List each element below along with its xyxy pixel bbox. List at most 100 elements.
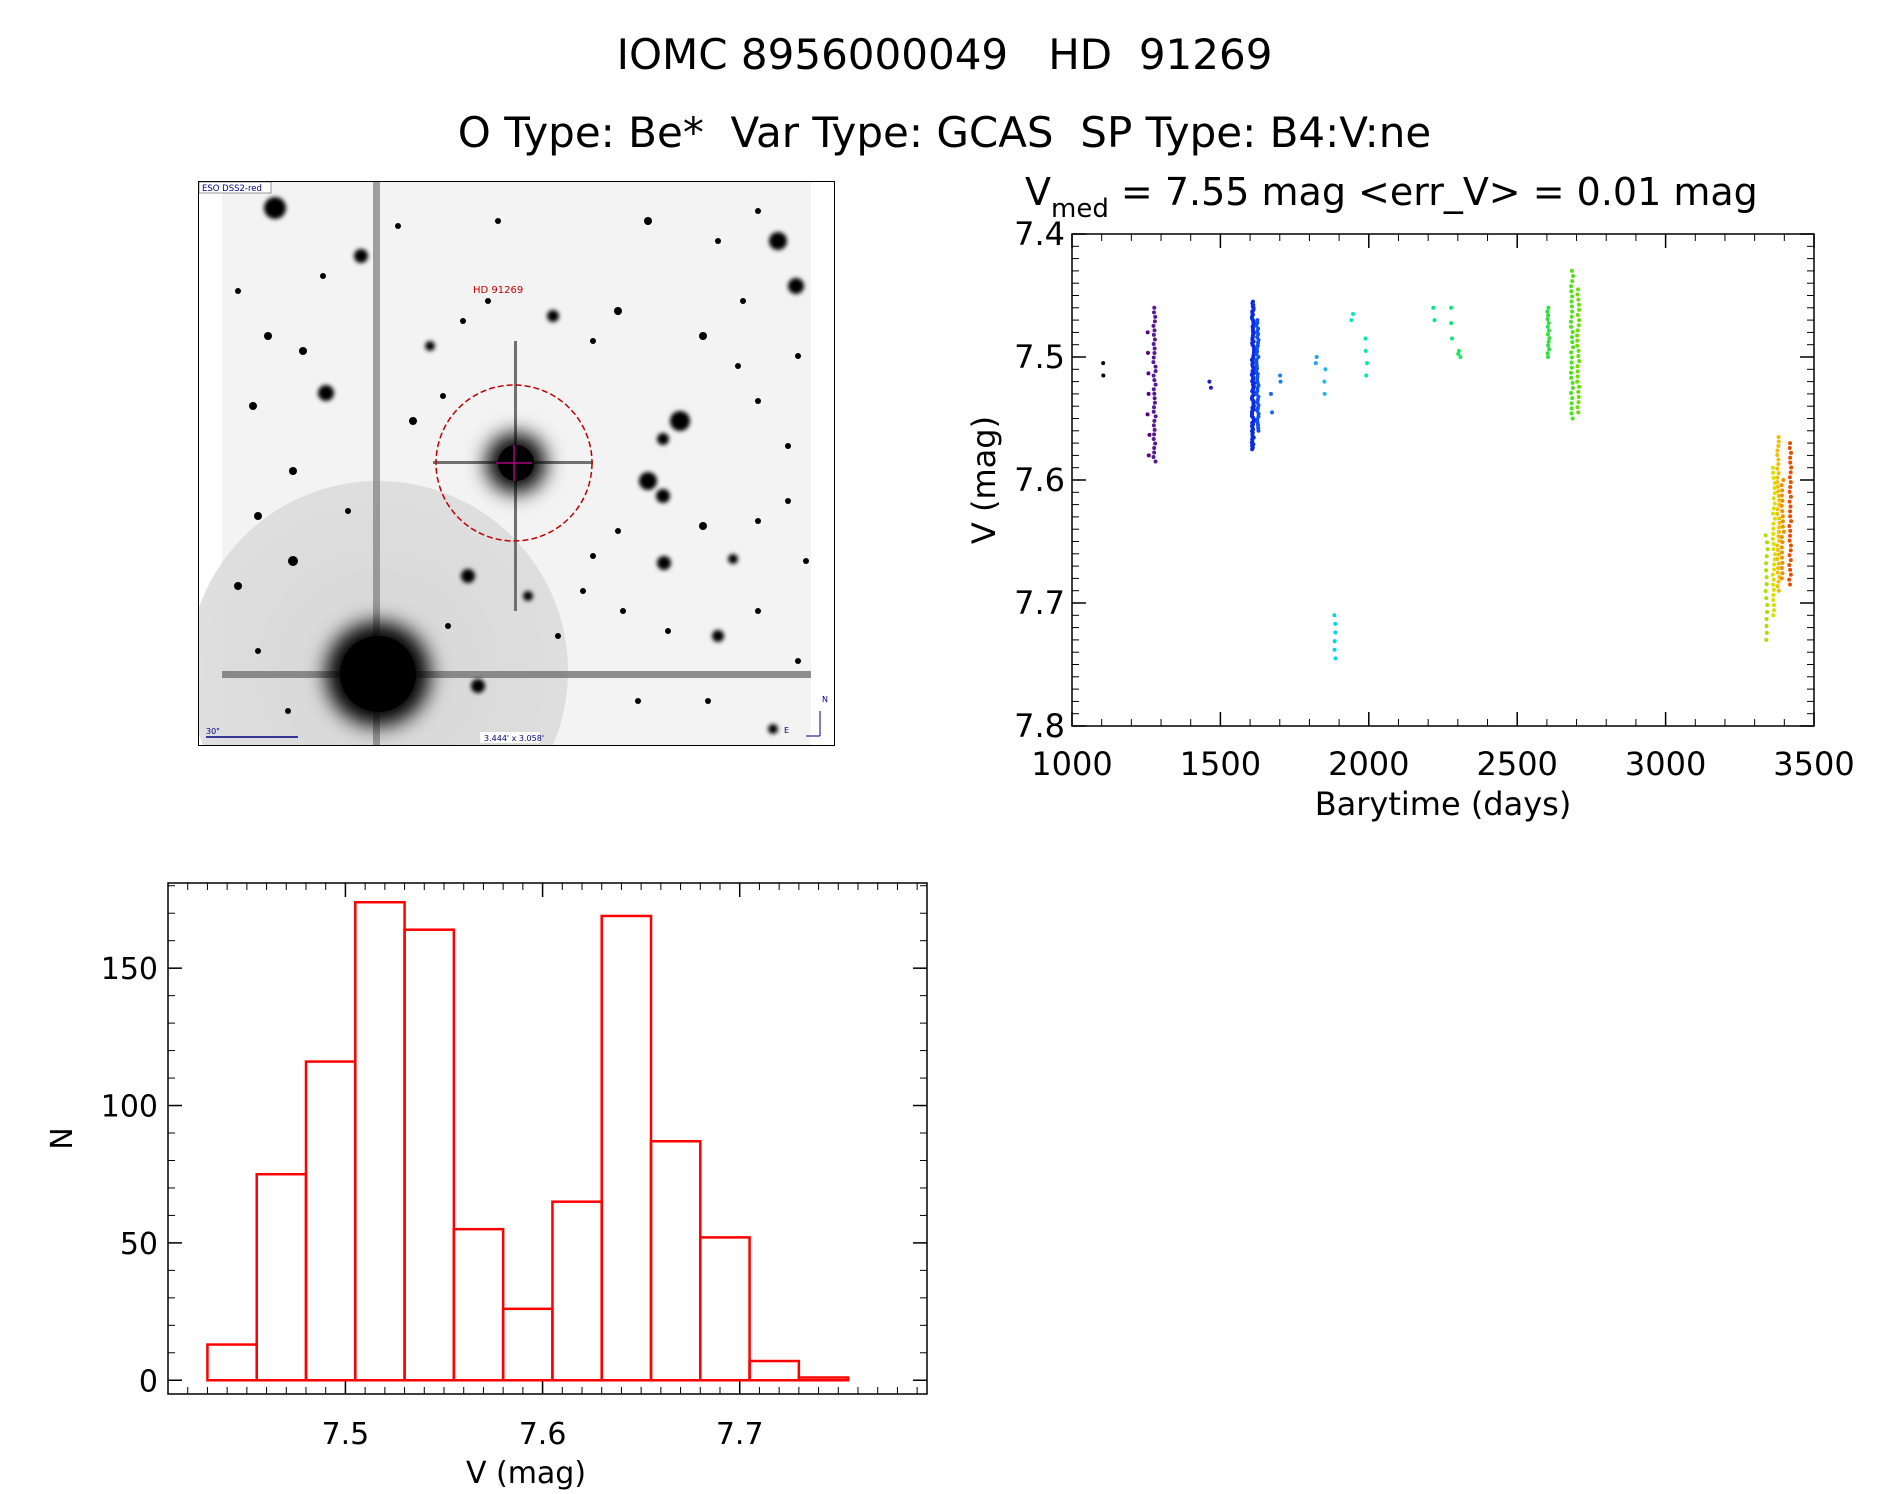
data-point xyxy=(1764,554,1769,559)
data-point xyxy=(1432,318,1437,323)
data-point xyxy=(1251,367,1256,372)
data-point xyxy=(1776,439,1781,444)
data-point xyxy=(1449,305,1454,310)
data-point xyxy=(1153,382,1158,387)
data-point xyxy=(1788,494,1793,499)
data-point xyxy=(1576,389,1581,394)
fov-label: 3.444' x 3.058' xyxy=(484,734,544,743)
data-point xyxy=(1363,348,1368,353)
data-point xyxy=(1251,417,1256,422)
data-point xyxy=(1256,355,1261,359)
data-point xyxy=(1780,571,1785,576)
histogram-bar xyxy=(501,1307,554,1382)
data-point xyxy=(1775,484,1780,489)
data-point xyxy=(1151,373,1156,378)
data-point xyxy=(1575,343,1580,348)
data-point xyxy=(1313,361,1318,366)
data-point xyxy=(1250,430,1255,435)
data-point xyxy=(1570,294,1575,299)
data-point xyxy=(1146,371,1151,376)
data-point xyxy=(1101,373,1106,378)
data-point xyxy=(1779,534,1784,539)
data-point xyxy=(1777,516,1782,521)
data-point xyxy=(1764,623,1769,628)
data-point xyxy=(1364,373,1369,378)
data-point xyxy=(1255,406,1260,411)
data-point xyxy=(1568,391,1573,396)
data-point xyxy=(1788,484,1793,489)
data-point xyxy=(1575,333,1580,338)
data-point xyxy=(1152,346,1157,351)
data-point xyxy=(1349,318,1354,323)
data-point xyxy=(1251,375,1256,380)
north-label: N xyxy=(822,695,828,704)
data-point xyxy=(1250,361,1255,366)
x-tick-label: 1000 xyxy=(1031,745,1112,783)
data-point xyxy=(1568,370,1573,375)
data-point xyxy=(1250,364,1255,369)
data-point xyxy=(1776,493,1781,498)
data-point xyxy=(1569,355,1574,360)
data-point xyxy=(1249,440,1254,445)
data-point xyxy=(1254,346,1259,351)
data-point xyxy=(1776,471,1781,476)
field-stars xyxy=(234,197,809,734)
data-point xyxy=(1332,639,1337,644)
data-point xyxy=(1772,516,1777,521)
data-point xyxy=(1250,447,1255,452)
data-point xyxy=(1151,355,1156,360)
data-point xyxy=(1575,312,1580,317)
data-point xyxy=(1569,299,1574,304)
data-point xyxy=(1250,317,1255,322)
data-point xyxy=(1251,354,1256,359)
data-point xyxy=(1570,396,1575,401)
data-point xyxy=(1456,348,1461,353)
data-point xyxy=(1256,428,1261,433)
data-point xyxy=(1152,432,1157,437)
data-point xyxy=(1251,422,1256,427)
chart-title-line1: IOMC 8956000049 HD 91269 xyxy=(616,30,1273,79)
histogram-bar xyxy=(304,1060,357,1382)
data-point xyxy=(1249,357,1254,362)
data-point xyxy=(1151,332,1156,337)
data-point xyxy=(1772,567,1777,572)
data-point xyxy=(1250,362,1255,367)
data-point xyxy=(1254,369,1259,374)
data-point xyxy=(1779,503,1784,508)
data-point xyxy=(1775,511,1780,516)
data-point xyxy=(1780,519,1785,524)
data-point xyxy=(1255,377,1260,382)
data-point xyxy=(1568,319,1573,324)
data-point xyxy=(1777,520,1782,525)
data-point xyxy=(1770,465,1775,470)
data-point xyxy=(1251,331,1256,336)
data-point xyxy=(1569,411,1574,416)
data-point xyxy=(1151,436,1156,441)
data-point xyxy=(1787,489,1792,494)
data-point xyxy=(1777,502,1782,507)
data-point xyxy=(1775,448,1780,453)
data-point xyxy=(1249,372,1254,377)
data-point xyxy=(1764,568,1769,573)
data-point xyxy=(1314,355,1319,359)
data-point xyxy=(1789,465,1794,470)
data-point xyxy=(1101,361,1106,366)
light-curve-title-v: V xyxy=(1025,170,1051,214)
light-curve-title-rest: = 7.55 mag <err_V> = 0.01 mag xyxy=(1109,170,1758,214)
data-point xyxy=(1764,582,1769,587)
x-tick-label: 1500 xyxy=(1180,745,1261,783)
data-point xyxy=(1546,328,1551,333)
data-point xyxy=(1771,526,1776,531)
light-curve-title-sub: med xyxy=(1051,194,1109,224)
data-point xyxy=(1788,548,1793,553)
data-point xyxy=(1152,400,1157,405)
histogram-bar xyxy=(600,914,653,1382)
data-point xyxy=(1250,382,1255,387)
data-point xyxy=(1152,391,1157,396)
data-point xyxy=(1765,603,1770,608)
data-point xyxy=(1777,575,1782,580)
data-point xyxy=(1771,496,1776,501)
data-point xyxy=(1547,347,1552,352)
data-point xyxy=(1779,550,1784,555)
data-point xyxy=(1764,575,1769,580)
